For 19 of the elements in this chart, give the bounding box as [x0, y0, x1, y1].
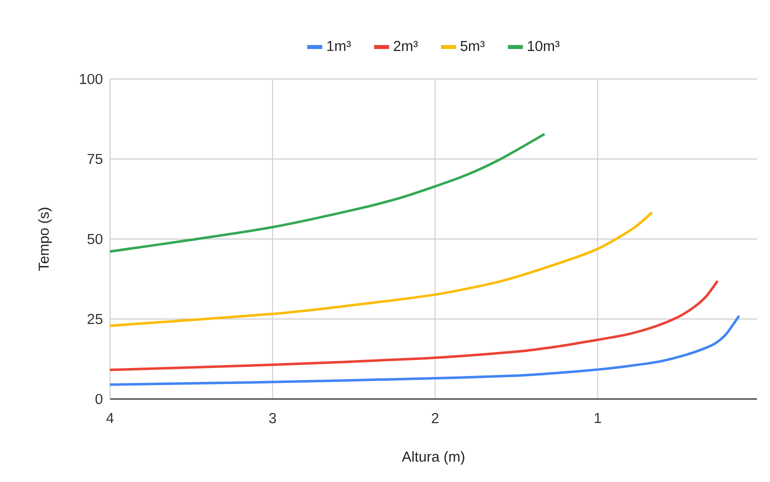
y-tick-label: 100 — [80, 74, 102, 84]
x-tick-label: 3 — [269, 413, 276, 424]
line-series — [110, 132, 546, 253]
y-tick-label: 75 — [88, 154, 102, 164]
y-tick-label: 0 — [96, 394, 102, 404]
y-axis-title: Tempo (s) — [38, 208, 52, 271]
y-tick-label: 50 — [87, 234, 102, 244]
line-series — [110, 280, 719, 372]
legend-label: 5m³ — [460, 40, 485, 52]
legend-label: 2m³ — [394, 40, 418, 51]
y-tick-label: 25 — [88, 314, 102, 324]
line-series — [110, 314, 740, 386]
x-tick-label: 4 — [106, 413, 114, 423]
line-series — [110, 211, 654, 327]
legend-label: 10m³ — [528, 40, 560, 52]
legend-label: 1m³ — [327, 40, 351, 51]
x-tick-label: 1 — [594, 413, 601, 423]
x-tick-label: 2 — [432, 413, 438, 424]
x-axis-title: Altura (m) — [402, 451, 464, 465]
